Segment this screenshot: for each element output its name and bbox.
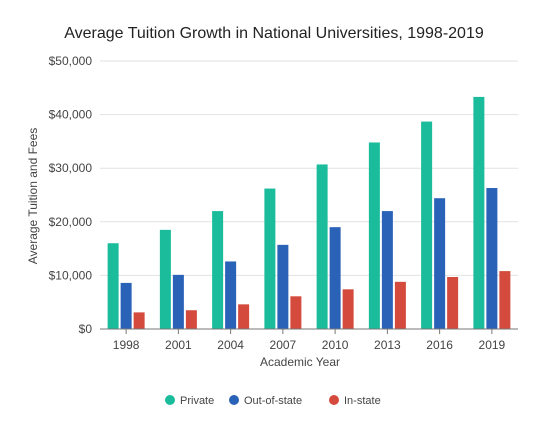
y-tick-label: $30,000	[49, 161, 93, 175]
legend-label: Private	[180, 395, 214, 407]
bar-private-2004	[212, 211, 224, 329]
x-axis-label: Academic Year	[260, 355, 340, 369]
legend-swatch	[329, 395, 339, 405]
bar-private-2010	[316, 164, 328, 329]
bar-out-of-state-1998	[120, 282, 132, 329]
gridlines	[100, 60, 518, 276]
y-tick-label: $10,000	[49, 268, 93, 282]
bars	[107, 96, 511, 330]
bar-out-of-state-2007	[277, 244, 289, 329]
legend-swatch	[165, 395, 175, 405]
bar-private-2001	[159, 229, 171, 329]
bar-in-state-2001	[185, 310, 197, 329]
bar-out-of-state-2001	[172, 274, 184, 329]
y-tick-label: $50,000	[49, 54, 93, 68]
x-tick-label: 2001	[165, 338, 192, 352]
bar-in-state-2010	[342, 289, 354, 329]
bar-out-of-state-2004	[225, 261, 237, 329]
y-axis-label: Average Tuition and Fees	[26, 128, 40, 265]
bar-in-state-2019	[499, 271, 511, 329]
y-tick-label: $40,000	[49, 108, 93, 122]
bar-out-of-state-2016	[434, 198, 446, 329]
bar-private-2013	[368, 142, 380, 329]
chart-title: Average Tuition Growth in National Unive…	[64, 25, 484, 42]
x-tick-label: 2016	[426, 338, 453, 352]
x-tick-label: 2013	[374, 338, 401, 352]
x-tick-label: 2004	[217, 338, 244, 352]
bar-private-2007	[264, 188, 276, 329]
x-axis-ticks: 1998 2001 2004 2007 2010 2013 2016 2019	[113, 329, 506, 352]
bar-private-1998	[107, 243, 119, 329]
bar-in-state-2016	[447, 277, 459, 329]
bar-in-state-2004	[238, 304, 250, 329]
legend-label: In-state	[344, 395, 381, 407]
x-tick-label: 2007	[270, 338, 297, 352]
legend-label: Out-of-state	[244, 395, 302, 407]
legend: Private Out-of-state In-state	[165, 395, 381, 407]
y-tick-label: $20,000	[49, 215, 93, 229]
bar-in-state-1998	[133, 312, 145, 329]
legend-swatch	[229, 395, 239, 405]
x-tick-label: 2019	[479, 338, 506, 352]
bar-in-state-2007	[290, 296, 302, 329]
bar-out-of-state-2019	[486, 188, 498, 329]
bar-private-2016	[421, 121, 433, 330]
bar-in-state-2013	[394, 281, 406, 329]
bar-out-of-state-2010	[329, 227, 341, 329]
bar-out-of-state-2013	[381, 211, 393, 329]
x-tick-label: 2010	[322, 338, 349, 352]
x-tick-label: 1998	[113, 338, 140, 352]
y-tick-label: $0	[79, 322, 93, 336]
y-axis-ticks: $0 $10,000 $20,000 $30,000 $40,000 $50,000	[49, 54, 93, 336]
bar-private-2019	[473, 96, 485, 329]
